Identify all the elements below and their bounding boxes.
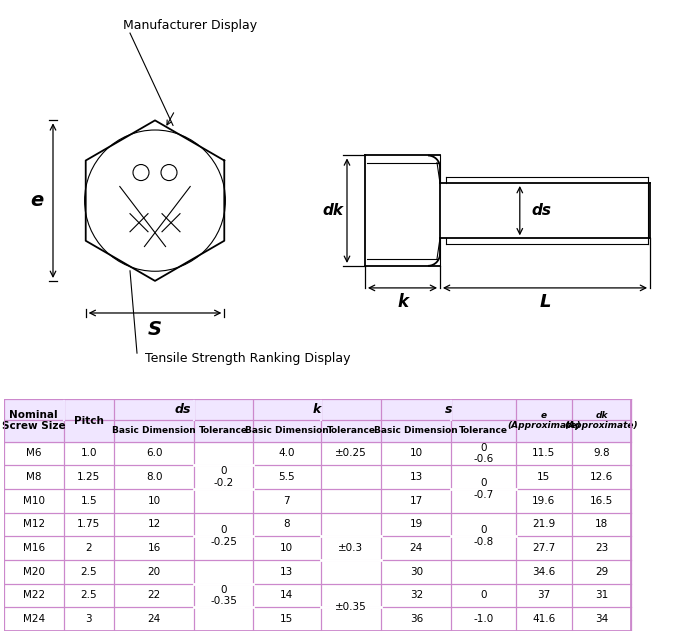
Text: 0: 0: [480, 590, 486, 600]
Text: 5.5: 5.5: [279, 472, 295, 482]
Text: 10: 10: [410, 448, 423, 458]
Text: 10: 10: [280, 543, 293, 553]
Text: -1.0: -1.0: [473, 614, 494, 624]
Text: M24: M24: [22, 614, 45, 624]
Text: 1.0: 1.0: [80, 448, 97, 458]
Text: 13: 13: [410, 472, 423, 482]
Text: e: e: [30, 191, 43, 210]
Text: 2.5: 2.5: [80, 590, 97, 600]
Bar: [4, 399, 631, 420]
Text: L: L: [539, 293, 551, 311]
Text: 34.6: 34.6: [532, 567, 556, 577]
Text: Basic Dimension: Basic Dimension: [112, 426, 196, 435]
Text: 32: 32: [410, 590, 423, 600]
Text: 15: 15: [537, 472, 550, 482]
Text: ±0.35: ±0.35: [335, 602, 367, 612]
Text: 23: 23: [595, 543, 608, 553]
Text: 11.5: 11.5: [532, 448, 556, 458]
Text: 12: 12: [148, 519, 161, 529]
Text: 16.5: 16.5: [590, 496, 613, 506]
Text: dk
(Approximate): dk (Approximate): [565, 411, 638, 430]
Text: M10: M10: [22, 496, 45, 506]
Text: 31: 31: [595, 590, 608, 600]
Text: 24: 24: [410, 543, 423, 553]
Text: Basic Dimension: Basic Dimension: [374, 426, 458, 435]
Text: 6.0: 6.0: [146, 448, 162, 458]
Text: 7: 7: [284, 496, 290, 506]
Text: ds: ds: [175, 403, 192, 416]
Text: M16: M16: [22, 543, 45, 553]
Bar: [4, 420, 631, 442]
Text: 15: 15: [280, 614, 293, 624]
Text: 3: 3: [85, 614, 92, 624]
Text: e
(Approximate): e (Approximate): [507, 411, 581, 430]
Text: Basic Dimension: Basic Dimension: [245, 426, 328, 435]
Text: M22: M22: [22, 590, 45, 600]
Text: 8: 8: [284, 519, 290, 529]
Text: 16: 16: [148, 543, 161, 553]
Text: 27.7: 27.7: [532, 543, 556, 553]
Text: 34: 34: [595, 614, 608, 624]
Text: Manufacturer Display: Manufacturer Display: [123, 18, 257, 32]
Text: Pitch: Pitch: [74, 415, 104, 425]
Text: 0
-0.35: 0 -0.35: [210, 585, 237, 606]
Text: k: k: [397, 293, 408, 311]
Text: 1.5: 1.5: [80, 496, 97, 506]
Text: 14: 14: [280, 590, 293, 600]
Text: ±0.25: ±0.25: [335, 448, 367, 458]
Text: 30: 30: [410, 567, 423, 577]
Text: 24: 24: [148, 614, 161, 624]
Text: 37: 37: [537, 590, 550, 600]
Text: M8: M8: [26, 472, 41, 482]
Text: 19.6: 19.6: [532, 496, 556, 506]
Text: ±0.3: ±0.3: [338, 543, 363, 553]
Text: 17: 17: [410, 496, 423, 506]
Text: 19: 19: [410, 519, 423, 529]
Text: 0
-0.7: 0 -0.7: [473, 478, 494, 500]
Text: dk: dk: [323, 203, 344, 218]
Text: 20: 20: [148, 567, 161, 577]
Text: 18: 18: [595, 519, 608, 529]
Text: 4.0: 4.0: [279, 448, 295, 458]
Text: 12.6: 12.6: [590, 472, 613, 482]
Text: M20: M20: [22, 567, 45, 577]
Text: s: s: [444, 403, 452, 416]
Text: Tolerance: Tolerance: [326, 426, 375, 435]
Text: 2.5: 2.5: [80, 567, 97, 577]
Text: 10: 10: [148, 496, 161, 506]
Text: 0
-0.8: 0 -0.8: [473, 526, 494, 547]
Text: S: S: [148, 320, 162, 339]
Text: Tolerance: Tolerance: [199, 426, 248, 435]
Text: 41.6: 41.6: [532, 614, 556, 624]
Text: 36: 36: [410, 614, 423, 624]
Text: 29: 29: [595, 567, 608, 577]
Text: M6: M6: [26, 448, 41, 458]
Text: 13: 13: [280, 567, 293, 577]
Text: 1.75: 1.75: [77, 519, 101, 529]
Text: Tolerance: Tolerance: [459, 426, 508, 435]
Text: Tensile Strength Ranking Display: Tensile Strength Ranking Display: [145, 352, 351, 365]
Text: M12: M12: [22, 519, 45, 529]
Text: 22: 22: [148, 590, 161, 600]
Text: ds: ds: [532, 203, 552, 218]
Text: 9.8: 9.8: [594, 448, 610, 458]
Text: 0
-0.6: 0 -0.6: [473, 443, 494, 464]
Text: k: k: [313, 403, 321, 416]
Text: 8.0: 8.0: [146, 472, 162, 482]
Text: 1.25: 1.25: [77, 472, 101, 482]
Text: 0
-0.25: 0 -0.25: [210, 526, 237, 547]
Text: 2: 2: [85, 543, 92, 553]
Text: Nominal
Screw Size: Nominal Screw Size: [2, 410, 65, 431]
Text: 0
-0.2: 0 -0.2: [214, 467, 234, 488]
Text: 21.9: 21.9: [532, 519, 556, 529]
